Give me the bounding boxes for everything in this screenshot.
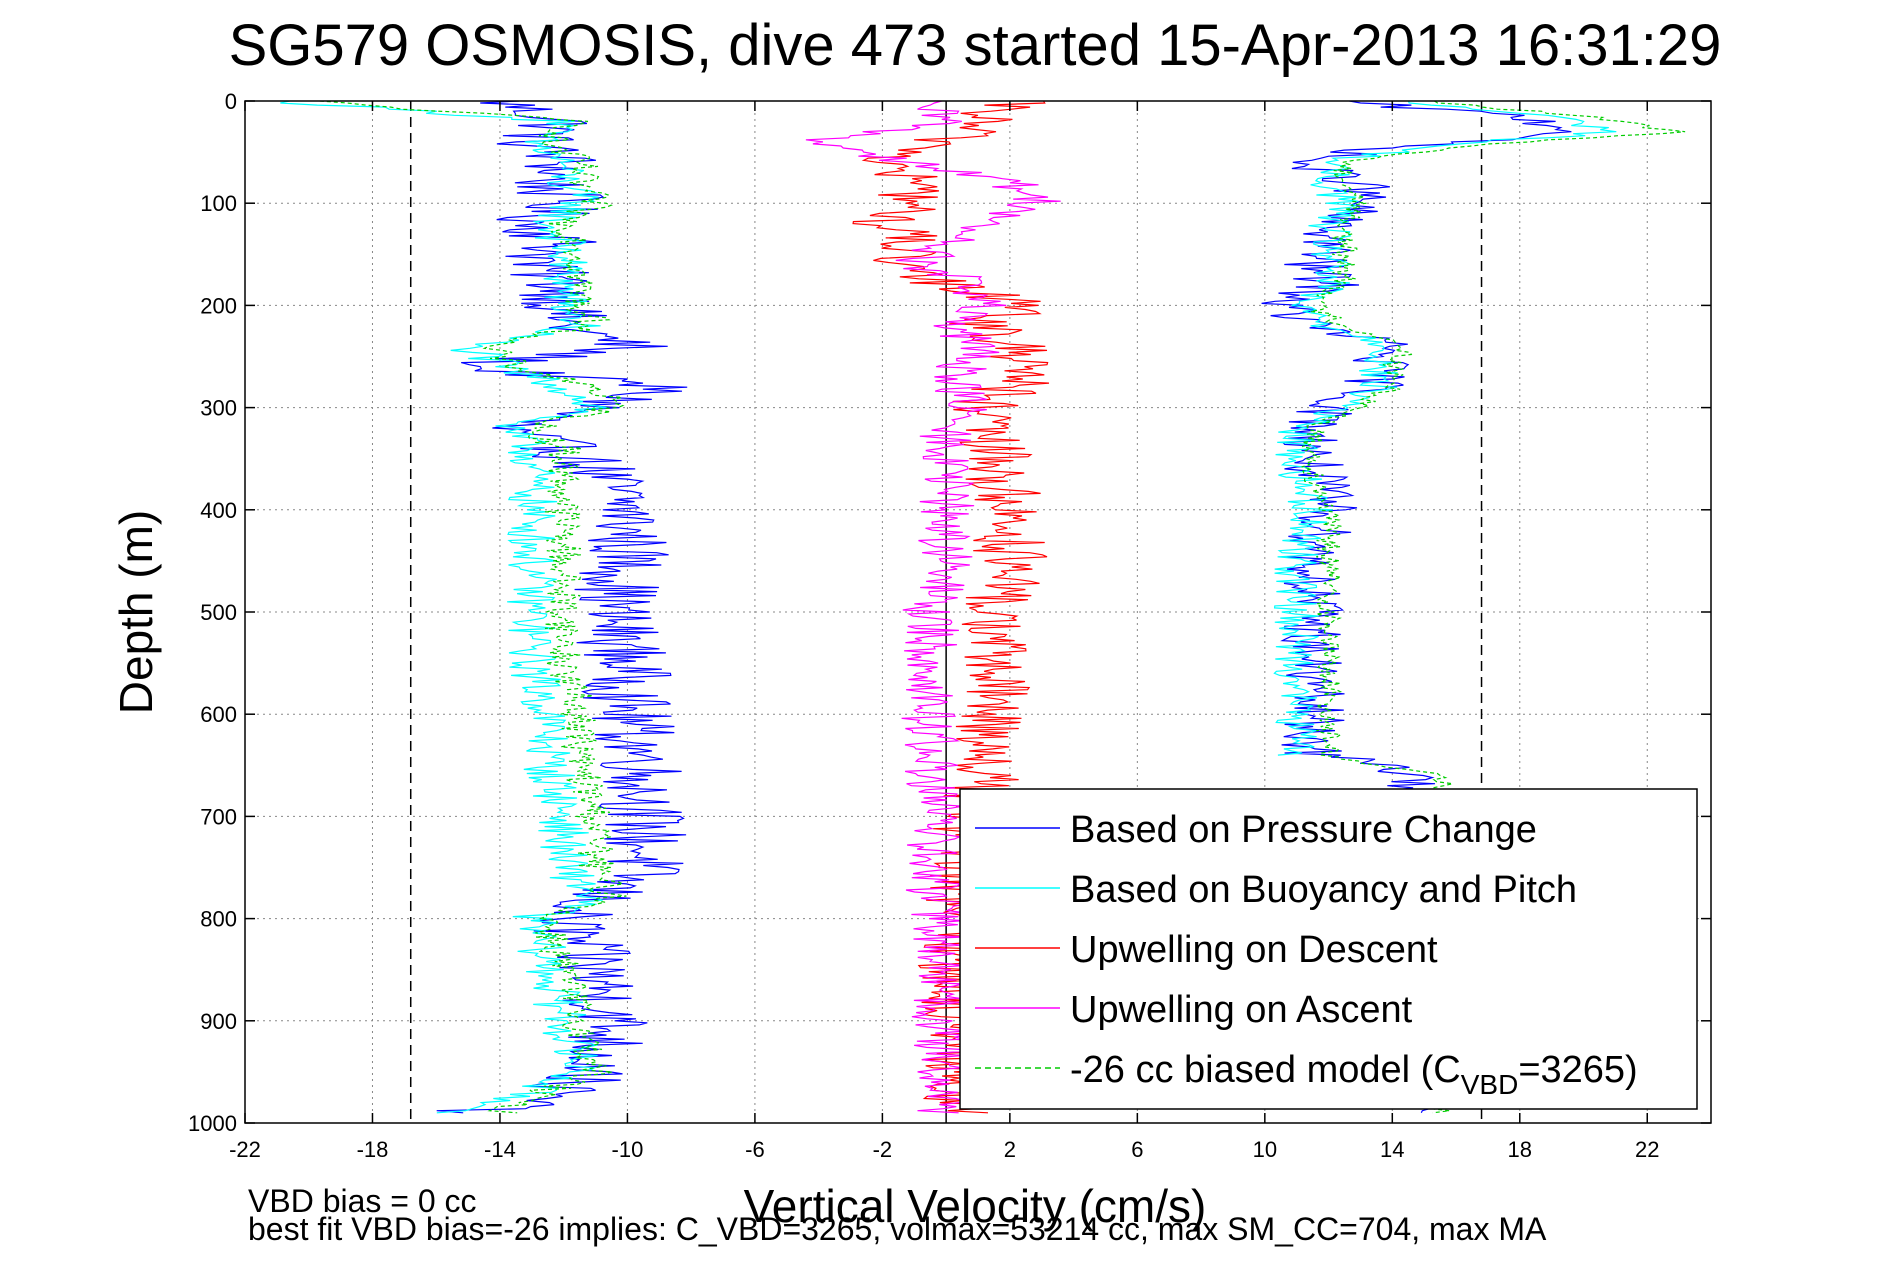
y-tick-label: 300 [200,396,237,421]
x-tick-label: -14 [484,1137,516,1162]
x-tick-label: -2 [873,1137,893,1162]
series-line-biased_descent [319,101,627,1114]
y-tick-label: 1000 [188,1111,237,1136]
x-tick-label: -18 [357,1137,389,1162]
legend-label: Based on Buoyancy and Pitch [1070,869,1577,911]
y-tick-label: 900 [200,1009,237,1034]
y-tick-label: 400 [200,498,237,523]
x-axis-ticks: -22 -18 -14 -10 -6 -2 2 6 10 14 18 22 [229,101,1660,1162]
y-tick-label: 100 [200,191,237,216]
series-line-model_ascent [1273,101,1617,756]
x-tick-label: 22 [1635,1137,1659,1162]
series-lines [280,101,1686,1114]
y-tick-label: 600 [200,702,237,727]
x-tick-label: 2 [1004,1137,1016,1162]
vbd-bias-note: VBD bias = 0 cc [248,1183,477,1219]
y-tick-label: 500 [200,600,237,625]
legend-label: -26 cc biased model (CVBD=3265) [1070,1049,1638,1100]
y-axis-label: Depth (m) [110,510,162,714]
x-tick-label: -6 [745,1137,765,1162]
x-axis-label: Vertical Velocity (cm/s) [744,1180,1207,1232]
x-tick-label: 10 [1253,1137,1277,1162]
series-line-upwelling_ascent [805,101,1061,1114]
legend-box [959,788,1698,1110]
x-tick-label: 14 [1380,1137,1404,1162]
chart-title: SG579 OSMOSIS, dive 473 started 15-Apr-2… [229,13,1722,78]
legend-label: Upwelling on Descent [1070,929,1438,971]
legend-label: Upwelling on Ascent [1070,989,1413,1031]
series-line-pressure_descent [436,101,688,1114]
y-axis-ticks: 0 100 200 300 400 500 600 700 800 900 1000 [188,89,1711,1136]
legend-entries: Based on Pressure Change Based on Buoyanc… [975,809,1638,1100]
x-tick-label: 6 [1131,1137,1143,1162]
x-tick-label: -22 [229,1137,261,1162]
legend-label: Based on Pressure Change [1070,809,1537,851]
y-tick-label: 700 [200,804,237,829]
best-fit-note: best fit VBD bias=-26 implies: C_VBD=326… [248,1211,1547,1247]
legend: Based on Pressure Change Based on Buoyanc… [959,788,1698,1110]
x-tick-label: 18 [1508,1137,1532,1162]
x-tick-label: -10 [612,1137,644,1162]
y-tick-label: 800 [200,907,237,932]
series-line-model_descent [280,101,607,1114]
y-tick-label: 200 [200,293,237,318]
y-tick-label: 0 [225,89,237,114]
